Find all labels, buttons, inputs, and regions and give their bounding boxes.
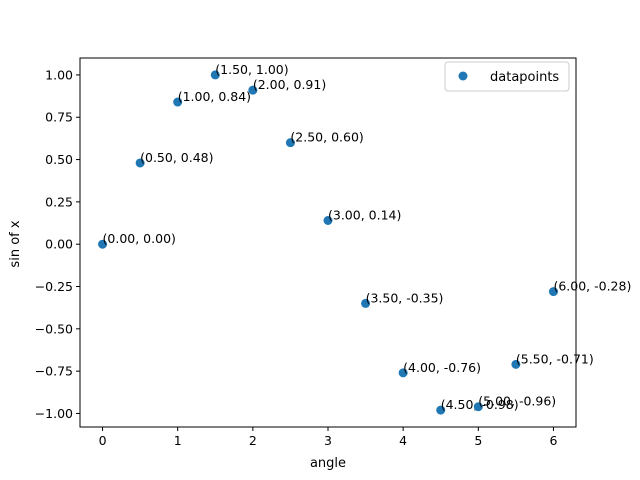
- y-tick-label: 1.00: [45, 67, 73, 82]
- data-point: [323, 215, 333, 225]
- point-annotation: (0.50, 0.48): [140, 150, 213, 165]
- data-point: [285, 138, 295, 148]
- point-annotation: (3.00, 0.14): [328, 207, 401, 222]
- point-annotation: (1.00, 0.84): [178, 89, 251, 104]
- point-annotation: (4.00, -0.76): [403, 360, 481, 375]
- data-point: [173, 97, 183, 107]
- y-tick-label: −0.75: [35, 364, 73, 379]
- point-annotation: (3.50, -0.35): [366, 290, 444, 305]
- legend: datapoints: [444, 61, 570, 92]
- legend-frame: [444, 61, 570, 92]
- y-tick-label: 0.50: [45, 152, 73, 167]
- data-point: [548, 287, 558, 297]
- data-point: [436, 405, 446, 415]
- point-annotation: (5.00, -0.96): [478, 394, 556, 409]
- x-tick-label: 4: [399, 433, 407, 448]
- point-annotation: (0.00, 0.00): [103, 231, 176, 246]
- y-tick-label: −1.00: [35, 406, 73, 421]
- x-tick-label: 5: [474, 433, 482, 448]
- point-annotation: (2.50, 0.60): [290, 130, 363, 145]
- plot-area: 0 1 2 3 4 5 6 −1.00 −0.75 −0.50 −0.25 0.00 0.25 0.50 0…: [35, 57, 631, 448]
- data-point: [361, 298, 371, 308]
- x-tick-label: 1: [174, 433, 182, 448]
- x-tick-label: 3: [324, 433, 332, 448]
- data-point: [473, 402, 483, 412]
- y-tick-label: 0.75: [45, 110, 73, 125]
- legend-marker: [458, 71, 468, 81]
- y-tick-label: −0.25: [35, 279, 73, 294]
- point-annotation: (2.00, 0.91): [253, 77, 326, 92]
- x-axis-label: angle: [310, 456, 346, 471]
- data-point: [511, 359, 521, 369]
- y-tick-label: 0.00: [45, 237, 73, 252]
- data-point: [135, 158, 145, 168]
- point-annotation: (5.50, -0.71): [516, 351, 594, 366]
- data-point: [98, 239, 108, 249]
- x-tick-label: 6: [549, 433, 557, 448]
- x-tick-label: 2: [249, 433, 257, 448]
- y-tick-label: −0.50: [35, 321, 73, 336]
- data-point: [398, 368, 408, 378]
- legend-label: datapoints: [490, 70, 559, 85]
- x-tick-label: 0: [99, 433, 107, 448]
- data-point: [248, 85, 258, 95]
- point-annotation: (1.50, 1.00): [215, 62, 288, 77]
- data-point: [210, 70, 220, 80]
- y-axis-label: sin of x: [8, 220, 23, 267]
- point-annotation: (6.00, -0.28): [553, 279, 631, 294]
- y-tick-label: 0.25: [45, 194, 73, 209]
